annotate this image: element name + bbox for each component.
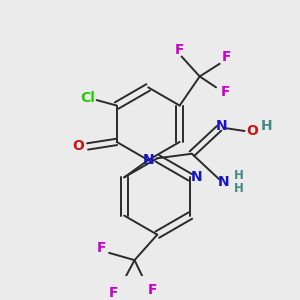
Text: N: N bbox=[218, 175, 230, 189]
Text: F: F bbox=[109, 286, 118, 300]
Text: N: N bbox=[191, 170, 203, 184]
Text: O: O bbox=[246, 124, 258, 138]
Text: H: H bbox=[261, 119, 272, 134]
Text: Cl: Cl bbox=[80, 91, 95, 105]
Text: O: O bbox=[73, 140, 84, 154]
Text: N: N bbox=[216, 118, 228, 133]
Text: F: F bbox=[148, 283, 158, 297]
Text: F: F bbox=[175, 43, 184, 57]
Text: H: H bbox=[234, 169, 244, 182]
Text: F: F bbox=[220, 85, 230, 99]
Text: F: F bbox=[97, 241, 106, 255]
Text: N: N bbox=[142, 153, 154, 167]
Text: F: F bbox=[222, 50, 232, 64]
Text: H: H bbox=[234, 182, 244, 195]
